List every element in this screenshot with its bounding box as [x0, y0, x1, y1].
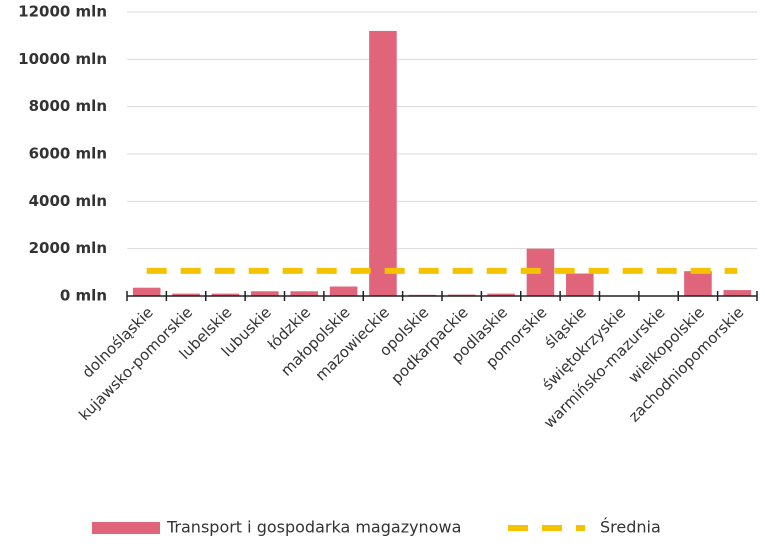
y-tick-label: 6000 mln [29, 145, 107, 163]
legend-label: Średnia [600, 518, 661, 537]
y-tick-label: 0 mln [60, 287, 107, 305]
y-tick-label: 4000 mln [29, 192, 107, 210]
bar [132, 287, 161, 296]
legend-swatch [92, 522, 160, 534]
bar [684, 271, 712, 296]
bar [251, 291, 279, 296]
bar [172, 293, 200, 296]
bar [487, 293, 515, 296]
bar [211, 293, 240, 296]
bar [369, 30, 397, 297]
bar [290, 291, 318, 296]
y-tick-label: 8000 mln [29, 97, 107, 115]
bar [329, 286, 358, 296]
legend-label: Transport i gospodarka magazynowa [166, 518, 461, 537]
bar [723, 290, 752, 296]
y-tick-label: 2000 mln [29, 239, 107, 257]
y-tick-label: 12000 mln [18, 3, 107, 21]
bar [566, 273, 594, 296]
y-tick-label: 10000 mln [18, 50, 107, 68]
